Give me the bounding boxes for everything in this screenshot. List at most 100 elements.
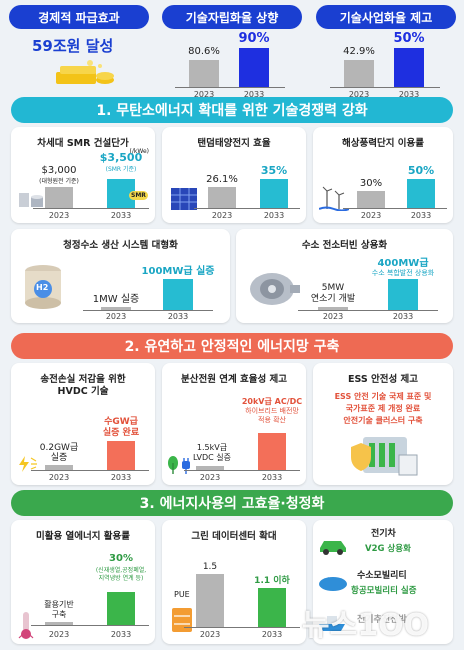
commercialization-title-pill: 기술사업화율 제고 bbox=[316, 5, 456, 29]
turbine-value-2033-b: 수소 복합발전 상용화 bbox=[371, 269, 435, 277]
smr-title: 차세대 SMR 건설단가 bbox=[37, 138, 129, 149]
heat-year-2023: 2023 bbox=[48, 630, 70, 639]
hydrogen-tank-icon: H2 bbox=[21, 263, 65, 311]
section-3-title: 3. 에너지사용의 고효율·청정화 bbox=[11, 490, 453, 516]
h2-bar-2033 bbox=[163, 279, 193, 311]
hvdc-title-1: 송전손실 저감을 위한 bbox=[40, 374, 126, 385]
hvdc-year-2023: 2023 bbox=[48, 473, 70, 482]
tandem-bar-2023 bbox=[208, 187, 236, 209]
dc-value-2023: 1.5 bbox=[202, 562, 218, 572]
tandem-card: 탠덤태양전지 효율 26.1% 35% 2023 2033 bbox=[162, 127, 306, 223]
hydrogen-tag: H2 bbox=[36, 283, 49, 292]
ess-title: ESS 안전성 제고 bbox=[347, 374, 419, 385]
tandem-chart: 26.1% 35% bbox=[194, 157, 300, 209]
section-1-title: 1. 무탄소에너지 확대를 위한 기술경쟁력 강화 bbox=[11, 97, 453, 123]
heat-bar-2033 bbox=[107, 592, 135, 626]
self-bar-2023 bbox=[189, 60, 219, 88]
datacenter-chart: 1.5 1.1 이하 bbox=[184, 550, 300, 628]
wind-card: 해상풍력단지 이용률 30% 50% 2023 2033 bbox=[313, 127, 453, 223]
turbine-title: 수소 전소터빈 상용화 bbox=[301, 240, 388, 251]
wind-year-2033: 2033 bbox=[410, 211, 432, 220]
wind-value-2023: 30% bbox=[359, 178, 383, 189]
self-bar-2033 bbox=[239, 48, 269, 88]
hvdc-value-2023-a: 0.2GW급 bbox=[39, 443, 79, 453]
wind-bar-2023 bbox=[357, 191, 385, 209]
heat-card: 미활용 열에너지 활용률 활용기반 구축 30% (신재생열,공정폐열, 지역냉… bbox=[11, 520, 155, 644]
turbine-year-2023: 2023 bbox=[322, 312, 344, 321]
dist-year-2033: 2033 bbox=[261, 473, 283, 482]
wind-year-2023: 2023 bbox=[360, 211, 382, 220]
mobility-ship-title: 전기추진선박 bbox=[357, 615, 407, 625]
nuclear-plant-icon bbox=[17, 187, 45, 209]
heat-year-2033: 2033 bbox=[110, 630, 132, 639]
turbine-card: 수소 전소터빈 상용화 5MW 연소기 개발 400MW급 수소 복합발전 상용… bbox=[236, 229, 453, 323]
tandem-year-2033: 2033 bbox=[263, 211, 285, 220]
h2-value-2033: 100MW급 실증 bbox=[141, 266, 215, 277]
smr-year-2023: 2023 bbox=[48, 211, 70, 220]
self-value-2023: 80.6% bbox=[188, 46, 220, 57]
electric-car-icon bbox=[317, 534, 349, 556]
ess-card: ESS 안전성 제고 ESS 안전 기술 국제 표준 및 국가표준 제 개정 완… bbox=[313, 363, 453, 485]
tandem-title: 탠덤태양전지 효율 bbox=[197, 138, 271, 149]
ess-line-1: ESS 안전 기술 국제 표준 및 bbox=[334, 392, 432, 401]
ship-icon bbox=[317, 608, 347, 634]
distributed-card: 분산전원 연계 효율성 제고 1.5kV급 LVDC 실증 20kV급 AC/D… bbox=[162, 363, 306, 485]
hvdc-chart: 0.2GW급 실증 수GW급 실증 완료 bbox=[31, 403, 149, 471]
smr-note-2023: (대형원전 기준) bbox=[39, 178, 79, 185]
dist-value-2033-b: 하이브리드 배전망 bbox=[245, 407, 299, 415]
dc-year-2033: 2033 bbox=[261, 630, 283, 639]
tandem-bar-2033 bbox=[260, 179, 288, 209]
distributed-chart: 1.5kV급 LVDC 실증 20kV급 AC/DC 하이브리드 배전망 적용 … bbox=[184, 393, 303, 471]
h2-bar-2023 bbox=[101, 307, 131, 311]
turbine-chart: 5MW 연소기 개발 400MW급 수소 복합발전 상용화 bbox=[298, 258, 438, 311]
dc-value-2033: 1.1 이하 bbox=[254, 576, 290, 586]
self-year-2033: 2033 bbox=[243, 90, 265, 99]
plug-leaf-icon bbox=[166, 455, 194, 475]
turbine-year-2033: 2033 bbox=[392, 312, 414, 321]
biz-value-2033: 50% bbox=[393, 31, 425, 46]
hvdc-bar-2023 bbox=[45, 465, 73, 471]
distributed-title: 분산전원 연계 효율성 제고 bbox=[180, 374, 288, 385]
h2-value-2023: 1MW 실증 bbox=[92, 294, 140, 305]
dc-bar-2033 bbox=[258, 588, 286, 628]
hydrogen-system-title: 청정수소 생산 시스템 대형화 bbox=[63, 240, 178, 251]
turbine-value-2033-a: 400MW급 bbox=[377, 258, 429, 269]
hvdc-title-2: HVDC 기술 bbox=[57, 386, 109, 397]
wind-turbine-icon bbox=[318, 185, 350, 212]
tandem-value-2033: 35% bbox=[260, 164, 288, 177]
smr-card: 차세대 SMR 건설단가 (/kWe) $3,000 (대형원전 기준) $3,… bbox=[11, 127, 155, 223]
self-year-2023: 2023 bbox=[193, 90, 215, 99]
smr-value-2023: $3,000 bbox=[41, 165, 77, 176]
dist-value-2033-a: 20kV급 AC/DC bbox=[241, 397, 303, 406]
heat-bar-2023 bbox=[45, 622, 73, 626]
smr-chart: $3,000 (대형원전 기준) $3,500 (SMR 기준) SMR bbox=[33, 151, 149, 209]
dist-value-2023-b: LVDC 실증 bbox=[192, 453, 232, 462]
effect-value: 59조원 달성 bbox=[32, 37, 114, 55]
effect-title-pill: 경제적 파급효과 bbox=[9, 5, 149, 29]
self-value-2033: 90% bbox=[238, 31, 270, 46]
dist-year-2023: 2023 bbox=[199, 473, 221, 482]
section-2-title: 2. 유연하고 안정적인 에너지망 구축 bbox=[11, 333, 453, 359]
thermometer-icon bbox=[15, 610, 37, 640]
hvdc-card: 송전손실 저감을 위한 HVDC 기술 0.2GW급 실증 수GW급 실증 완료… bbox=[11, 363, 155, 485]
smr-badge: SMR bbox=[129, 191, 148, 200]
heat-chart: 활용기반 구축 30% (신재생열,공정폐열, 지역냉방 연계 등) bbox=[31, 548, 149, 626]
hydrogen-system-chart: 1MW 실증 100MW급 실증 bbox=[83, 266, 214, 311]
turbine-bar-2033 bbox=[388, 279, 418, 311]
wind-value-2033: 50% bbox=[407, 164, 435, 177]
biz-bar-2033 bbox=[394, 48, 424, 88]
dc-year-2023: 2023 bbox=[199, 630, 221, 639]
mobility-h2-title: 수소모빌리티 bbox=[357, 571, 407, 581]
hvdc-value-2023-b: 실증 bbox=[50, 453, 68, 463]
heat-title: 미활용 열에너지 활용률 bbox=[35, 531, 130, 542]
heat-note-2: 지역냉방 연계 등) bbox=[98, 575, 144, 582]
pue-label: PUE bbox=[174, 590, 190, 599]
datacenter-title: 그린 데이터센터 확대 bbox=[191, 531, 277, 542]
dc-bar-2023 bbox=[196, 574, 224, 628]
hydrogen-system-card: 청정수소 생산 시스템 대형화 H2 1MW 실증 100MW급 실증 2023… bbox=[11, 229, 230, 323]
self-reliance-title-pill: 기술자립화율 상향 bbox=[162, 5, 302, 29]
smr-bar-2023 bbox=[45, 187, 73, 209]
dist-value-2033-c: 적용 확산 bbox=[258, 416, 286, 424]
lightning-icon bbox=[15, 455, 39, 473]
ess-line-2: 국가표준 제 개정 완료 bbox=[345, 404, 421, 413]
